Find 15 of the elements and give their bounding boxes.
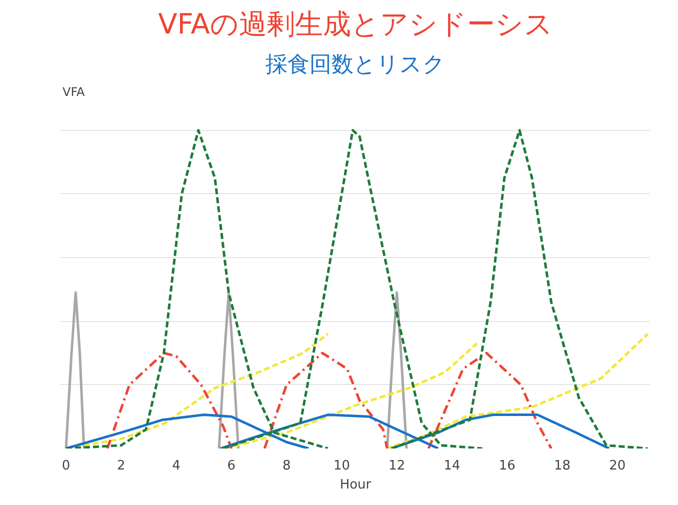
y-axis-title: VFA: [62, 85, 86, 100]
x-tick-label: 12: [388, 458, 406, 474]
x-tick-label: 18: [554, 458, 571, 474]
x-tick-label: 8: [282, 458, 291, 474]
chart-title: VFAの過剰生成とアシドーシス: [158, 8, 553, 40]
x-tick-label: 2: [117, 458, 126, 474]
x-tick-label: 6: [227, 458, 236, 474]
x-tick-label: 20: [609, 458, 626, 474]
x-tick-label: 16: [498, 458, 516, 474]
x-tick-label: 0: [62, 458, 70, 474]
x-tick-label: 10: [333, 458, 350, 474]
x-axis-title: Hour: [340, 478, 372, 492]
chart-subtitle: 採食回数とリスク: [266, 52, 446, 78]
x-tick-label: 4: [172, 458, 180, 474]
x-tick-label: 14: [444, 458, 460, 474]
